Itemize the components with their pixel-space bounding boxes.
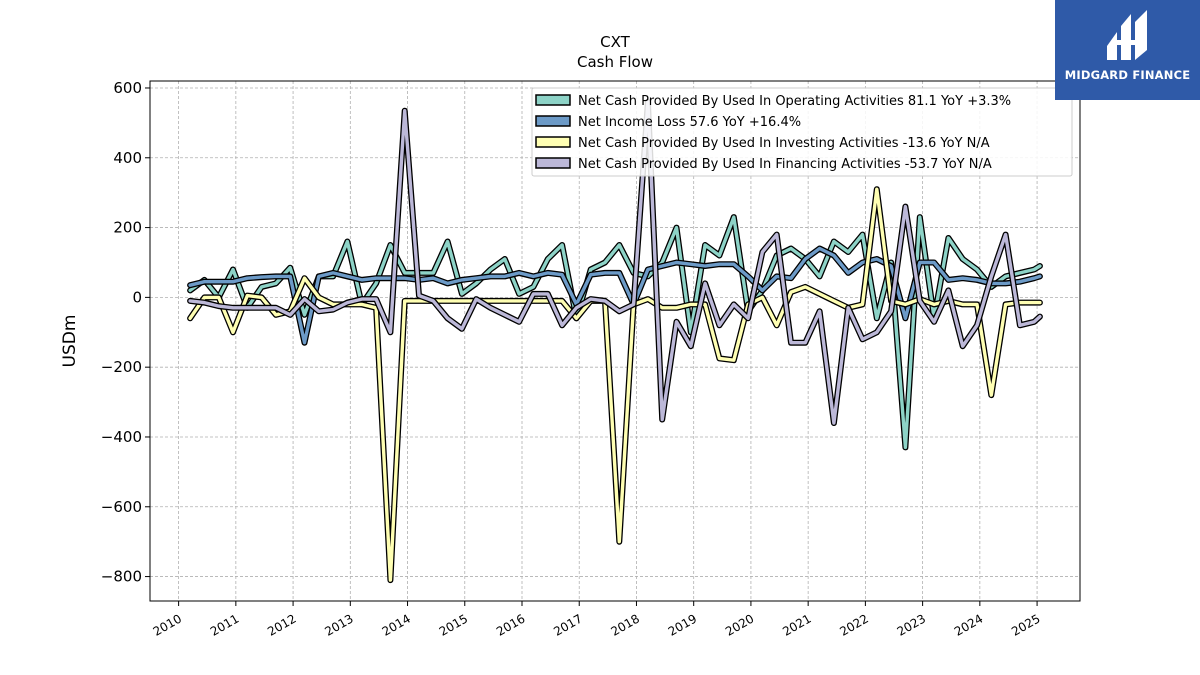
x-tick-label: 2014: [380, 611, 413, 638]
legend-swatch: [535, 136, 571, 148]
legend-swatch: [535, 94, 571, 106]
series-line-0: [188, 215, 1042, 450]
series-lines: [187, 98, 1043, 584]
y-tick-label: −400: [101, 428, 142, 446]
x-tick-label: 2015: [437, 611, 470, 638]
x-tick-label: 2018: [609, 611, 642, 638]
x-tick-label: 2020: [723, 611, 756, 638]
y-tick-label: 600: [113, 79, 142, 97]
y-tick-label: −200: [101, 358, 142, 376]
y-tick-label: 400: [113, 149, 142, 167]
x-tick-label: 2024: [952, 611, 985, 638]
x-tick-label: 2021: [780, 611, 813, 638]
y-axis-label: USDm: [60, 315, 80, 368]
x-tick-label: 2023: [895, 611, 928, 638]
brand-name: MIDGARD FINANCE: [1064, 68, 1191, 82]
brand-logo: MIDGARD FINANCE: [1055, 0, 1200, 100]
legend-swatch: [535, 157, 571, 169]
x-tick-label: 2019: [666, 611, 699, 638]
series-line-2: [188, 187, 1042, 582]
legend-box: [531, 87, 1073, 177]
x-tick-label: 2013: [322, 611, 355, 638]
x-tick-label: 2022: [837, 611, 870, 638]
y-tick-label: −600: [101, 498, 142, 516]
legend-label: Net Cash Provided By Used In Operating A…: [578, 94, 1011, 109]
legend: Net Cash Provided By Used In Operating A…: [531, 87, 1073, 177]
legend-label: Net Income Loss 57.6 YoY +16.4%: [578, 115, 801, 130]
x-tick-label: 2016: [494, 611, 527, 638]
legend-label: Net Cash Provided By Used In Financing A…: [578, 157, 992, 172]
x-tick-label: 2010: [151, 611, 184, 638]
legend-label: Net Cash Provided By Used In Investing A…: [578, 136, 990, 151]
chart-title: CXT: [600, 33, 630, 51]
series-line-3: [188, 100, 1042, 425]
y-tick-label: −800: [101, 568, 142, 586]
x-tick-label: 2025: [1009, 611, 1042, 638]
brand-mark-icon: [1107, 10, 1147, 60]
series-line-1: [188, 246, 1042, 345]
x-tick-label: 2017: [551, 611, 584, 638]
chart-subtitle: Cash Flow: [577, 53, 653, 71]
y-tick-label: 200: [113, 219, 142, 237]
x-tick-label: 2011: [208, 611, 241, 638]
x-tick-label: 2012: [265, 611, 298, 638]
y-tick-label: 0: [132, 288, 142, 306]
legend-swatch: [535, 115, 571, 127]
plot-frame: [149, 80, 1081, 602]
